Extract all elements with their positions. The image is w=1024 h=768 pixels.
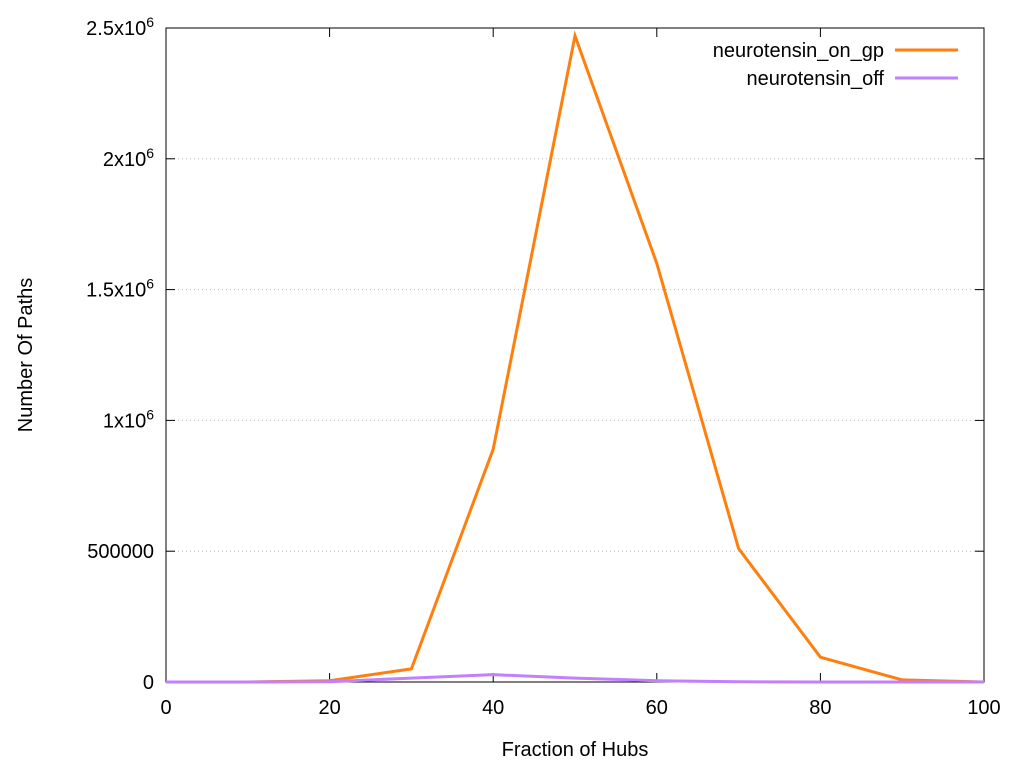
legend-entry: neurotensin_on_gp — [713, 40, 958, 62]
legend-label: neurotensin_on_gp — [713, 40, 884, 62]
axis-ticks: 0 500000 1x106 1.5x106 2x106 2.5x106 0 20 40 60 80… — [86, 14, 1001, 719]
y-axis-title: Number Of Paths — [15, 278, 37, 433]
x-tick-label: 100 — [967, 697, 1000, 719]
legend: neurotensin_on_gp neurotensin_off — [713, 40, 958, 90]
x-tick-label: 20 — [318, 697, 340, 719]
series-line — [166, 673, 984, 684]
x-tick-label: 40 — [482, 697, 504, 719]
plot-frame — [165, 27, 985, 683]
y-tick-label: 1.5x106 — [86, 276, 154, 302]
y-tick-label: 500000 — [87, 541, 154, 563]
series-line — [166, 30, 985, 684]
series-lines — [165, 30, 985, 684]
y-tick-label: 1x106 — [103, 406, 154, 432]
series-neurotensin-off — [165, 673, 985, 684]
y-tick-label: 2x106 — [103, 145, 154, 171]
legend-label: neurotensin_off — [746, 68, 884, 90]
gridlines — [166, 158, 984, 552]
y-tick-label: 2.5x106 — [86, 14, 154, 40]
y-tick-label: 0 — [143, 672, 154, 694]
series-neurotensin-on-gp — [165, 30, 985, 684]
x-tick-label: 60 — [646, 697, 668, 719]
legend-entry: neurotensin_off — [746, 68, 958, 90]
x-axis-title: Fraction of Hubs — [502, 739, 649, 761]
x-tick-label: 0 — [160, 697, 171, 719]
x-tick-label: 80 — [809, 697, 831, 719]
